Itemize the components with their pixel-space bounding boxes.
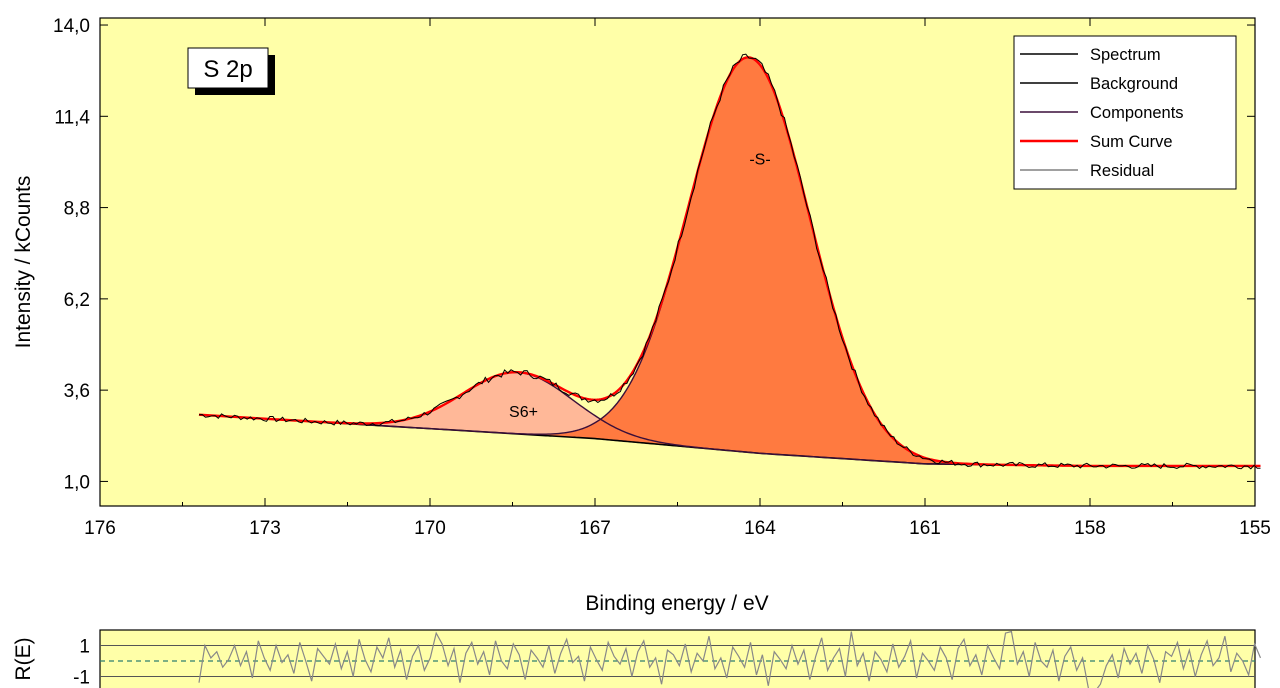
x-tick-label: 176 [84,518,116,539]
x-tick-label: 173 [249,518,281,539]
legend: Spectrum Background Components Sum Curve Res… [1013,35,1237,190]
y-tick-label: 3,6 [64,381,90,402]
curve-lines [198,53,1261,470]
region-badge: S 2p [187,47,275,95]
legend-label: Spectrum [1090,46,1161,64]
legend-label: Residual [1090,162,1154,180]
x-tick-label: 167 [579,518,611,539]
peak-label: S6+ [509,404,538,421]
x-tick-label: 158 [1074,518,1106,539]
x-tick-label: 164 [744,518,776,539]
y-axis-title: Intensity / kCounts [12,176,35,349]
x-axis-ticks: 176 173 170 167 164 161 158 155 [84,18,1271,539]
residual-reference-lines [100,630,1262,688]
residual-y-tick-label: 1 [79,637,90,658]
y-tick-label: 14,0 [53,16,90,37]
legend-label: Sum Curve [1090,133,1173,151]
residual-y-tick-label: -1 [73,668,90,688]
region-badge-label: S 2p [203,56,252,83]
x-tick-label: 155 [1239,518,1271,539]
y-tick-label: 1,0 [64,472,90,493]
main-plot: 176 173 170 167 164 161 158 155 1,0 3,6 6,2 8,8 11,… [12,16,1271,615]
legend-items: Spectrum Background Components Sum Curve Res… [1020,46,1184,180]
peak-label: -S- [749,151,770,168]
x-tick-label: 170 [414,518,446,539]
residual-y-axis-title: R(E) [12,637,35,680]
residual-y-ticks: 1 -1 [73,637,90,688]
spectrum-line [198,53,1261,470]
y-tick-label: 8,8 [64,199,90,220]
x-axis-title: Binding energy / eV [585,592,768,615]
region-badge-box [187,47,269,89]
y-tick-label: 6,2 [64,290,90,311]
residual-plot-area [99,629,1256,688]
residual-line [198,630,1262,688]
component-fill-0 [199,372,1261,466]
component-fills [199,57,1261,466]
residual-plot: 1 -1 R(E) [12,629,1262,688]
component-fill-1 [199,57,1261,466]
y-axis-ticks: 1,0 3,6 6,2 8,8 11,4 14,0 [53,16,1255,493]
peak-annotations: S6+ -S- [509,151,771,421]
legend-label: Background [1090,75,1178,93]
y-tick-label: 11,4 [54,107,90,128]
legend-label: Components [1090,104,1184,122]
x-tick-label: 161 [909,518,941,539]
